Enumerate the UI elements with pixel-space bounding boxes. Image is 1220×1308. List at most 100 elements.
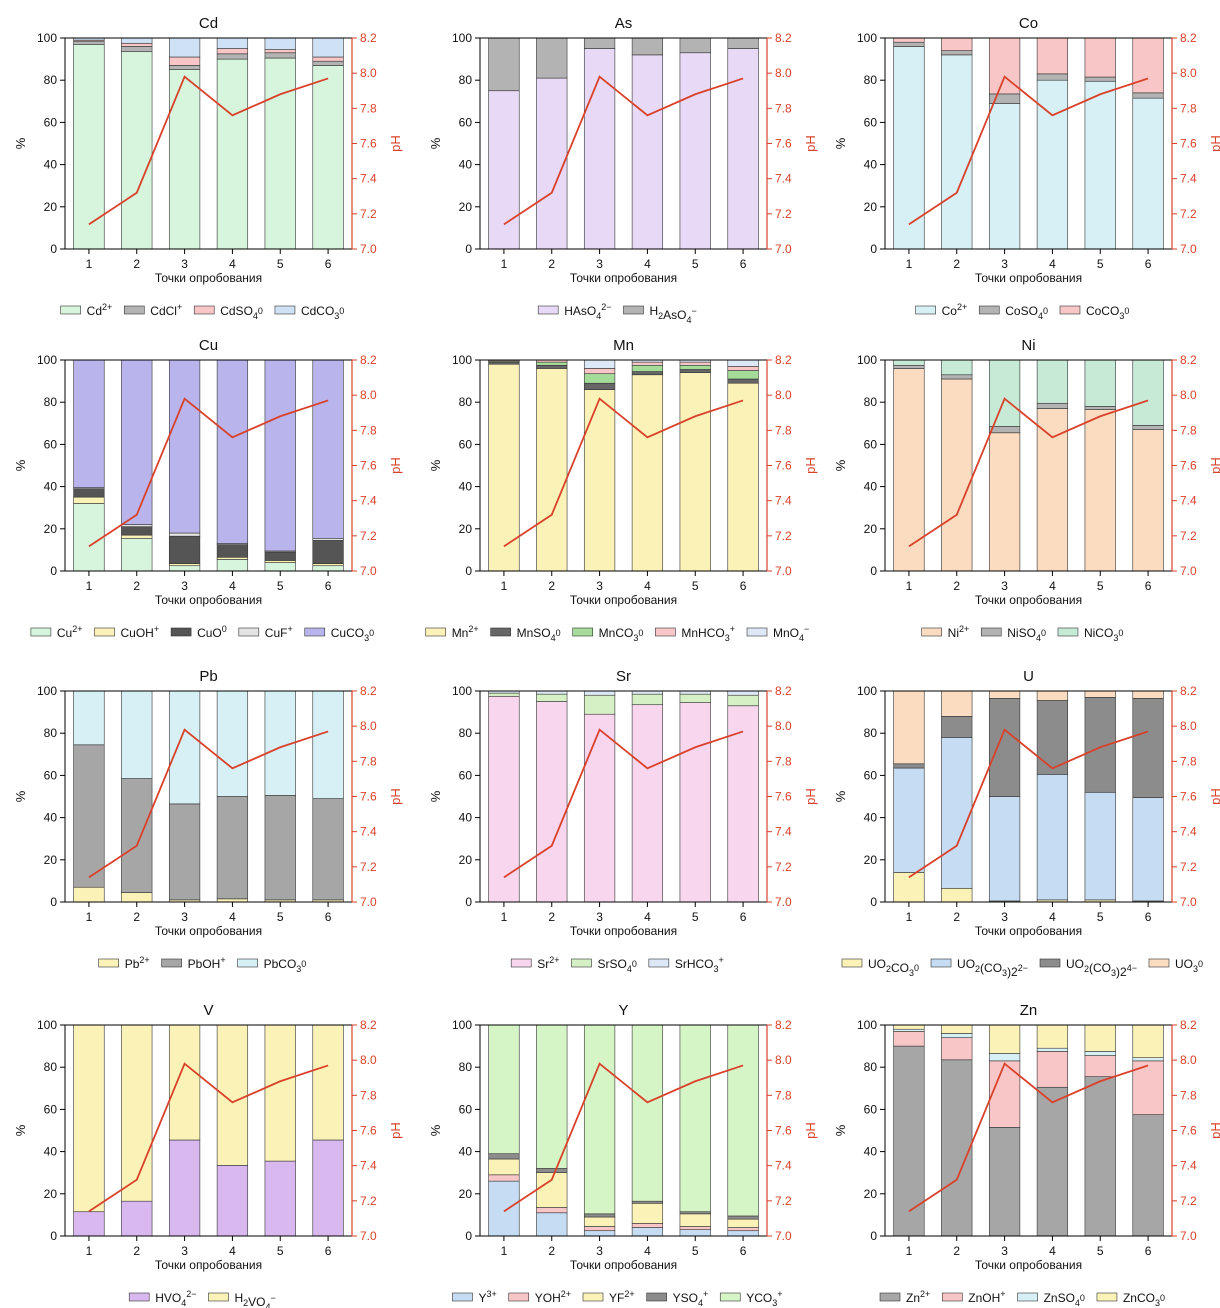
bar-segment [1132, 698, 1164, 798]
legend-superscript: + [719, 955, 724, 965]
legend-text-part: HAsO [564, 304, 596, 318]
legend-superscript: 0 [914, 963, 919, 973]
bar-segment [1036, 359, 1069, 404]
y-tick-label: 0 [465, 242, 472, 256]
legend-swatch [510, 958, 532, 968]
bar-segment [121, 892, 153, 903]
x-tick-label: 4 [644, 579, 651, 593]
x-axis-label: Точки опробования [975, 1258, 1082, 1272]
x-tick-label: 6 [325, 257, 332, 271]
panel-title: Cd [199, 15, 218, 32]
bar-segment [1036, 1047, 1069, 1052]
ph-tick-label: 7.8 [360, 754, 377, 768]
legend-text-part: VO [248, 1295, 265, 1308]
legend-superscript: − [692, 306, 697, 316]
bar-segment [1036, 408, 1069, 572]
y-tick-label: 20 [44, 1187, 58, 1201]
bar-segment [893, 1024, 925, 1030]
x-tick-label: 6 [325, 579, 332, 593]
bar-segment [1036, 402, 1069, 409]
legend-swatch [980, 627, 1002, 637]
ph-tick-label: 7.6 [775, 1124, 792, 1138]
x-tick-label: 5 [1097, 1244, 1104, 1258]
x-tick-label: 5 [692, 579, 699, 593]
bar-segment [536, 1168, 568, 1173]
legend-subscript: 2 [975, 964, 980, 974]
legend-label: NiSO40 [1007, 626, 1046, 643]
legend-swatch [648, 958, 670, 968]
bar-segment [893, 690, 925, 765]
bar-segment [1036, 73, 1069, 81]
panel-title: As [615, 15, 633, 32]
bar-segment [727, 359, 759, 367]
x-tick-label: 6 [740, 579, 747, 593]
x-tick-label: 3 [181, 910, 188, 924]
y-tick-label: 20 [864, 522, 878, 536]
bar-segment [988, 1053, 1021, 1062]
bar-segment [121, 524, 153, 527]
bar-segment [679, 1229, 711, 1237]
x-tick-label: 5 [1097, 579, 1104, 593]
ph-tick-label: 7.4 [360, 825, 377, 839]
legend-superscript: 0 [556, 628, 561, 638]
legend-label: MnSO40 [517, 626, 561, 643]
bar-segment [168, 65, 201, 70]
legend-text-part: NiSO [1007, 626, 1036, 640]
legend-superscript: 2+ [102, 302, 112, 312]
legend-label: UO2CO30 [868, 957, 919, 978]
legend-subscript: 4 [687, 315, 692, 325]
bar-segment [73, 488, 105, 498]
legend-superscript: + [730, 624, 735, 634]
legend-label: Cd2+ [87, 302, 113, 318]
bar-segment [679, 1024, 711, 1213]
y-tick-label: 80 [44, 726, 58, 740]
y-tick-label: 0 [465, 895, 472, 909]
bar-segment [536, 1207, 568, 1214]
bar-segment [1036, 774, 1069, 901]
legend-text-part: CuO [197, 626, 222, 640]
bar-segment [121, 534, 153, 539]
legend-text-part: AsO [663, 308, 686, 322]
bar-segment [264, 1024, 296, 1162]
bar-segment [583, 359, 616, 369]
x-tick-label: 1 [86, 257, 93, 271]
legend-swatch [841, 958, 863, 968]
ph-line [88, 728, 329, 879]
legend-superscript: 2+ [139, 955, 149, 965]
x-axis-label: Точки опробования [975, 271, 1082, 285]
y-tick-label: 20 [459, 522, 473, 536]
panel-v: V 0 20 40 60 80 100 7.0 7.2 7.4 7.6 7.8 8.0 8.2 1 2 3 4 5 6… [13, 1002, 403, 1308]
y-axis-label: % [428, 137, 443, 149]
bar-segment [121, 37, 153, 44]
bar-segment [631, 1024, 664, 1202]
legend-text-part: MnSO [517, 626, 551, 640]
y-tick-label: 60 [44, 437, 58, 451]
legend-label: CoSO40 [1005, 304, 1048, 321]
ph-tick-label: 7.2 [360, 207, 377, 221]
x-tick-label: 3 [596, 1244, 603, 1258]
y-axis-label: % [428, 1124, 443, 1136]
ph-tick-label: 8.0 [360, 388, 377, 402]
y-tick-label: 80 [44, 73, 58, 87]
ph-tick-label: 7.2 [775, 207, 792, 221]
ph-tick-label: 7.2 [360, 529, 377, 543]
bar-segment [631, 371, 664, 376]
legend-label: UO2(CO3)22− [957, 957, 1028, 979]
bar-segment [73, 503, 105, 572]
ph-tick-label: 7.2 [1180, 207, 1197, 221]
legend-text-part: CO [891, 961, 909, 975]
y-tick-label: 80 [864, 395, 878, 409]
legend-swatch [30, 627, 52, 637]
ph-tick-label: 7.0 [775, 242, 792, 256]
bar-segment [893, 1045, 925, 1237]
bar-segment [536, 1212, 568, 1237]
legend-label: CoCO30 [1086, 304, 1129, 321]
x-tick-label: 5 [277, 579, 284, 593]
legend-swatch [425, 627, 446, 637]
legend-label: SrHCO3+ [675, 955, 724, 974]
bar-segment [216, 1024, 249, 1166]
bar-segment [679, 702, 711, 903]
ph-tick-label: 7.4 [1180, 172, 1197, 186]
